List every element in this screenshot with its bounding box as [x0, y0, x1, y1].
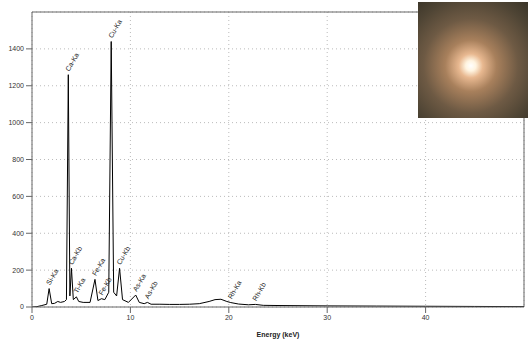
svg-text:1200: 1200	[8, 82, 24, 89]
svg-text:Cu-Ka: Cu-Ka	[107, 18, 123, 39]
svg-text:0: 0	[30, 314, 34, 321]
svg-text:1400: 1400	[8, 45, 24, 52]
svg-text:As-Kb: As-Kb	[143, 280, 159, 300]
svg-text:Fe-Kb: Fe-Kb	[97, 276, 113, 296]
svg-text:Ca-Kb: Ca-Kb	[67, 245, 83, 266]
svg-text:As-Ka: As-Ka	[132, 272, 148, 292]
svg-text:30: 30	[323, 314, 331, 321]
svg-text:Energy (keV): Energy (keV)	[257, 331, 300, 339]
svg-text:400: 400	[12, 230, 24, 237]
svg-text:10: 10	[127, 314, 135, 321]
svg-text:Si-Ka: Si-Ka	[45, 268, 60, 286]
svg-text:20: 20	[225, 314, 233, 321]
svg-text:200: 200	[12, 267, 24, 274]
svg-text:Rh-Ka: Rh-Ka	[227, 279, 243, 300]
svg-text:800: 800	[12, 156, 24, 163]
svg-text:600: 600	[12, 193, 24, 200]
svg-text:Fe-Ka: Fe-Ka	[91, 257, 107, 277]
svg-text:Rh-Kb: Rh-Kb	[251, 281, 267, 302]
svg-text:1000: 1000	[8, 119, 24, 126]
svg-text:Cu-Kb: Cu-Kb	[115, 245, 131, 266]
svg-text:Ti-Ka: Ti-Ka	[72, 277, 86, 295]
svg-text:0: 0	[20, 303, 24, 310]
svg-text:Ca-Ka: Ca-Ka	[64, 51, 80, 72]
svg-text:40: 40	[422, 314, 430, 321]
